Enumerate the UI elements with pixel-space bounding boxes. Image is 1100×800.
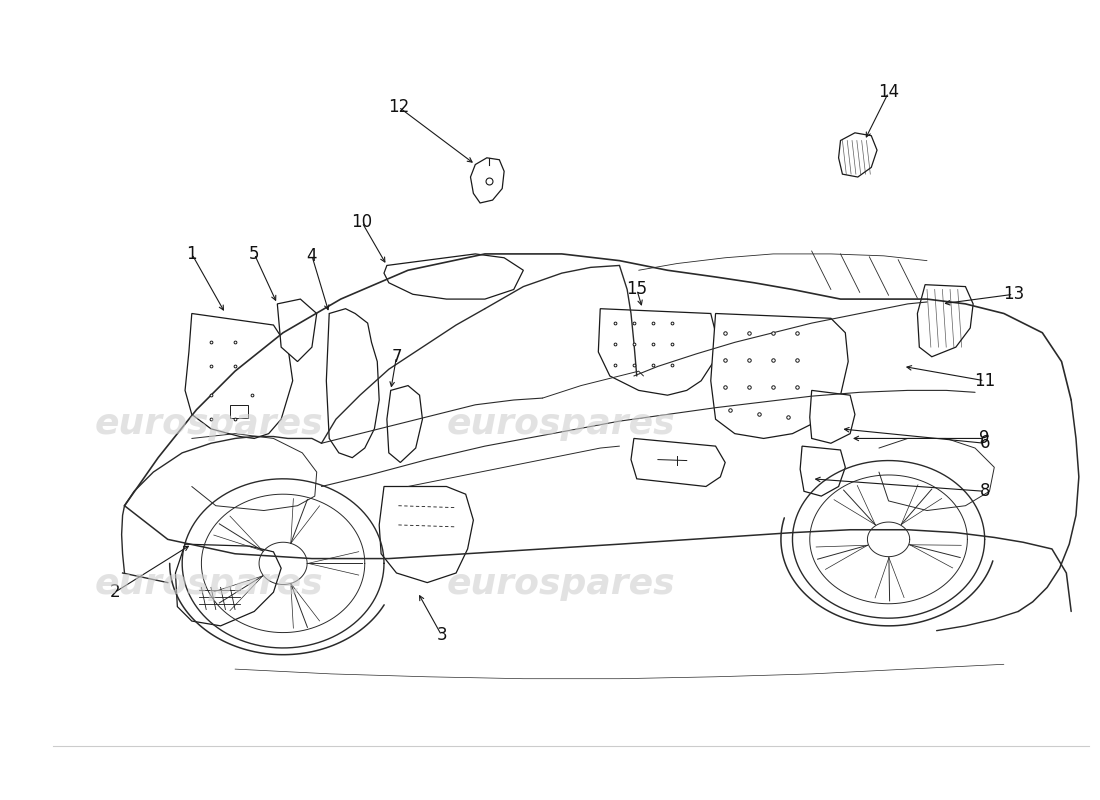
Polygon shape xyxy=(631,438,725,486)
Polygon shape xyxy=(711,314,848,438)
Text: 4: 4 xyxy=(307,247,317,265)
Polygon shape xyxy=(384,254,524,299)
Text: 1: 1 xyxy=(187,245,197,263)
Text: 10: 10 xyxy=(351,214,373,231)
Text: 5: 5 xyxy=(249,245,260,263)
Text: eurospares: eurospares xyxy=(95,407,323,441)
Polygon shape xyxy=(598,309,716,395)
Text: 11: 11 xyxy=(974,372,996,390)
Polygon shape xyxy=(327,309,380,458)
Bar xyxy=(230,405,248,418)
Text: eurospares: eurospares xyxy=(447,567,675,601)
Polygon shape xyxy=(277,299,317,362)
Text: eurospares: eurospares xyxy=(447,407,675,441)
Polygon shape xyxy=(379,486,473,582)
Text: 3: 3 xyxy=(437,626,447,645)
Polygon shape xyxy=(810,390,855,443)
Text: 13: 13 xyxy=(1003,286,1024,303)
Polygon shape xyxy=(387,386,422,462)
Text: eurospares: eurospares xyxy=(95,567,323,601)
Text: 8: 8 xyxy=(979,482,990,500)
Text: 12: 12 xyxy=(388,98,409,116)
Polygon shape xyxy=(800,446,845,496)
Polygon shape xyxy=(471,158,504,203)
Polygon shape xyxy=(917,285,974,357)
Text: 2: 2 xyxy=(110,583,120,602)
Polygon shape xyxy=(185,314,293,438)
Text: 7: 7 xyxy=(392,348,402,366)
Text: 9: 9 xyxy=(979,430,990,447)
Polygon shape xyxy=(838,133,877,177)
Text: 6: 6 xyxy=(979,434,990,452)
Polygon shape xyxy=(175,544,282,626)
Text: 15: 15 xyxy=(626,281,647,298)
Text: 14: 14 xyxy=(878,83,899,102)
